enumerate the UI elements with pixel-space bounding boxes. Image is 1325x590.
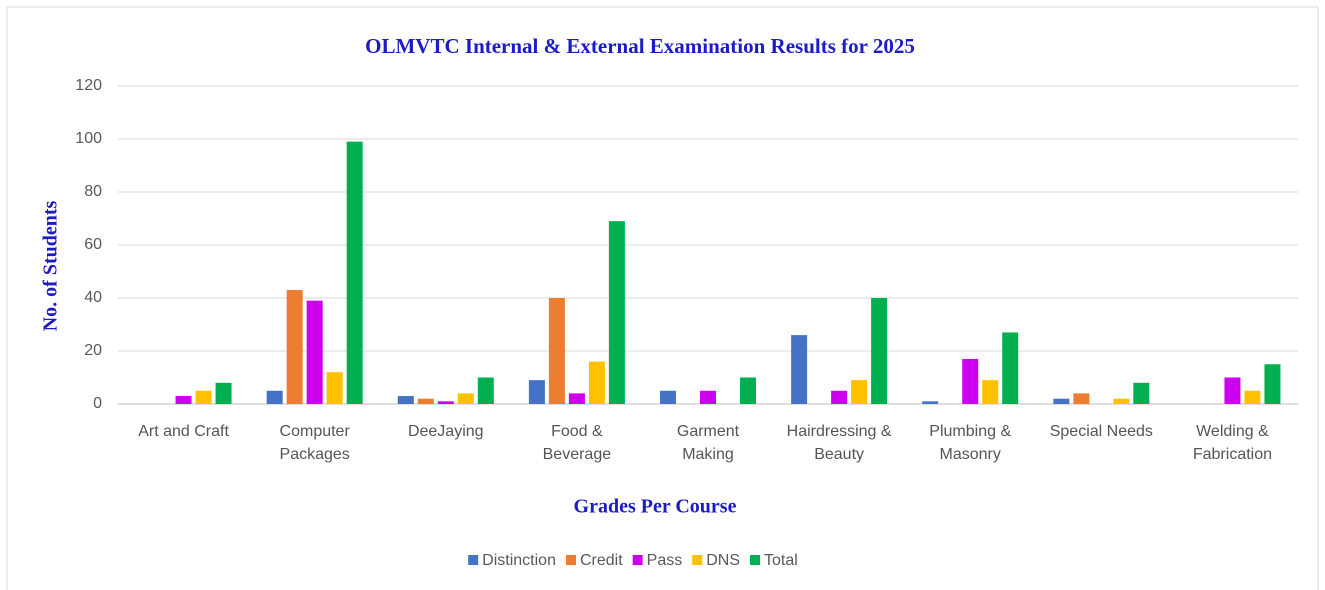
legend-label: DNS	[706, 552, 740, 569]
y-tick-label: 120	[75, 77, 102, 94]
legend-swatch	[692, 555, 703, 565]
bar	[740, 377, 756, 404]
x-tick-label: Art and Craft	[138, 423, 229, 440]
legend-label: Pass	[647, 552, 683, 569]
chart-title: OLMVTC Internal & External Examination R…	[365, 34, 915, 58]
y-axis-title: No. of Students	[40, 200, 62, 331]
y-tick-label: 20	[84, 342, 102, 359]
bar	[215, 382, 232, 404]
bar	[457, 393, 474, 404]
bar	[175, 396, 192, 404]
y-tick-label: 80	[84, 183, 102, 200]
y-tick-label: 60	[84, 236, 102, 253]
bar	[588, 361, 605, 404]
bar	[528, 380, 545, 404]
bar	[1073, 393, 1090, 404]
bar	[346, 141, 363, 404]
legend-label: Distinction	[482, 552, 556, 569]
bar	[477, 377, 494, 404]
legend-swatch	[468, 555, 479, 565]
y-tick-label: 0	[93, 395, 102, 412]
x-tick-label: Food & Beverage	[542, 423, 612, 463]
y-tick-label: 100	[75, 130, 102, 147]
legend-label: Total	[764, 552, 798, 569]
bar	[417, 398, 434, 404]
bar	[306, 300, 323, 404]
bar	[700, 390, 716, 404]
legend-swatch	[750, 555, 761, 565]
bar	[1244, 390, 1261, 404]
bar	[568, 393, 585, 404]
bar	[871, 298, 888, 404]
y-tick-label: 40	[84, 289, 102, 306]
bar	[437, 401, 454, 404]
bar	[660, 390, 676, 404]
x-tick-label: Computer Packages	[279, 423, 350, 463]
bar	[195, 390, 212, 404]
legend-swatch	[632, 555, 643, 565]
bar	[922, 401, 939, 404]
bar	[1264, 364, 1281, 404]
bar	[1133, 382, 1150, 404]
legend-swatch	[565, 555, 576, 565]
legend-label: Credit	[580, 552, 623, 569]
x-tick-label: Welding & Fabrication	[1192, 423, 1273, 463]
bar	[286, 290, 303, 404]
x-tick-label: Special Needs	[1049, 423, 1153, 440]
x-tick-label: Plumbing & Masonry	[929, 423, 1012, 463]
x-tick-label: DeeJaying	[407, 423, 484, 440]
bar	[548, 298, 565, 404]
x-axis-title: Grades Per Course	[574, 496, 737, 518]
x-tick-label: Garment Making	[676, 423, 740, 463]
bar	[1224, 377, 1241, 404]
bar	[851, 380, 868, 404]
bar	[1053, 398, 1070, 404]
x-tick-label: Hairdressing & Beauty	[786, 423, 892, 463]
bar	[326, 372, 343, 404]
bar	[608, 221, 625, 404]
bar	[1113, 398, 1130, 404]
bar	[1002, 332, 1019, 404]
bar	[831, 390, 848, 404]
bar	[397, 396, 414, 404]
bar	[266, 390, 283, 404]
bar	[982, 380, 999, 404]
bar	[962, 358, 979, 404]
bar	[791, 335, 808, 404]
